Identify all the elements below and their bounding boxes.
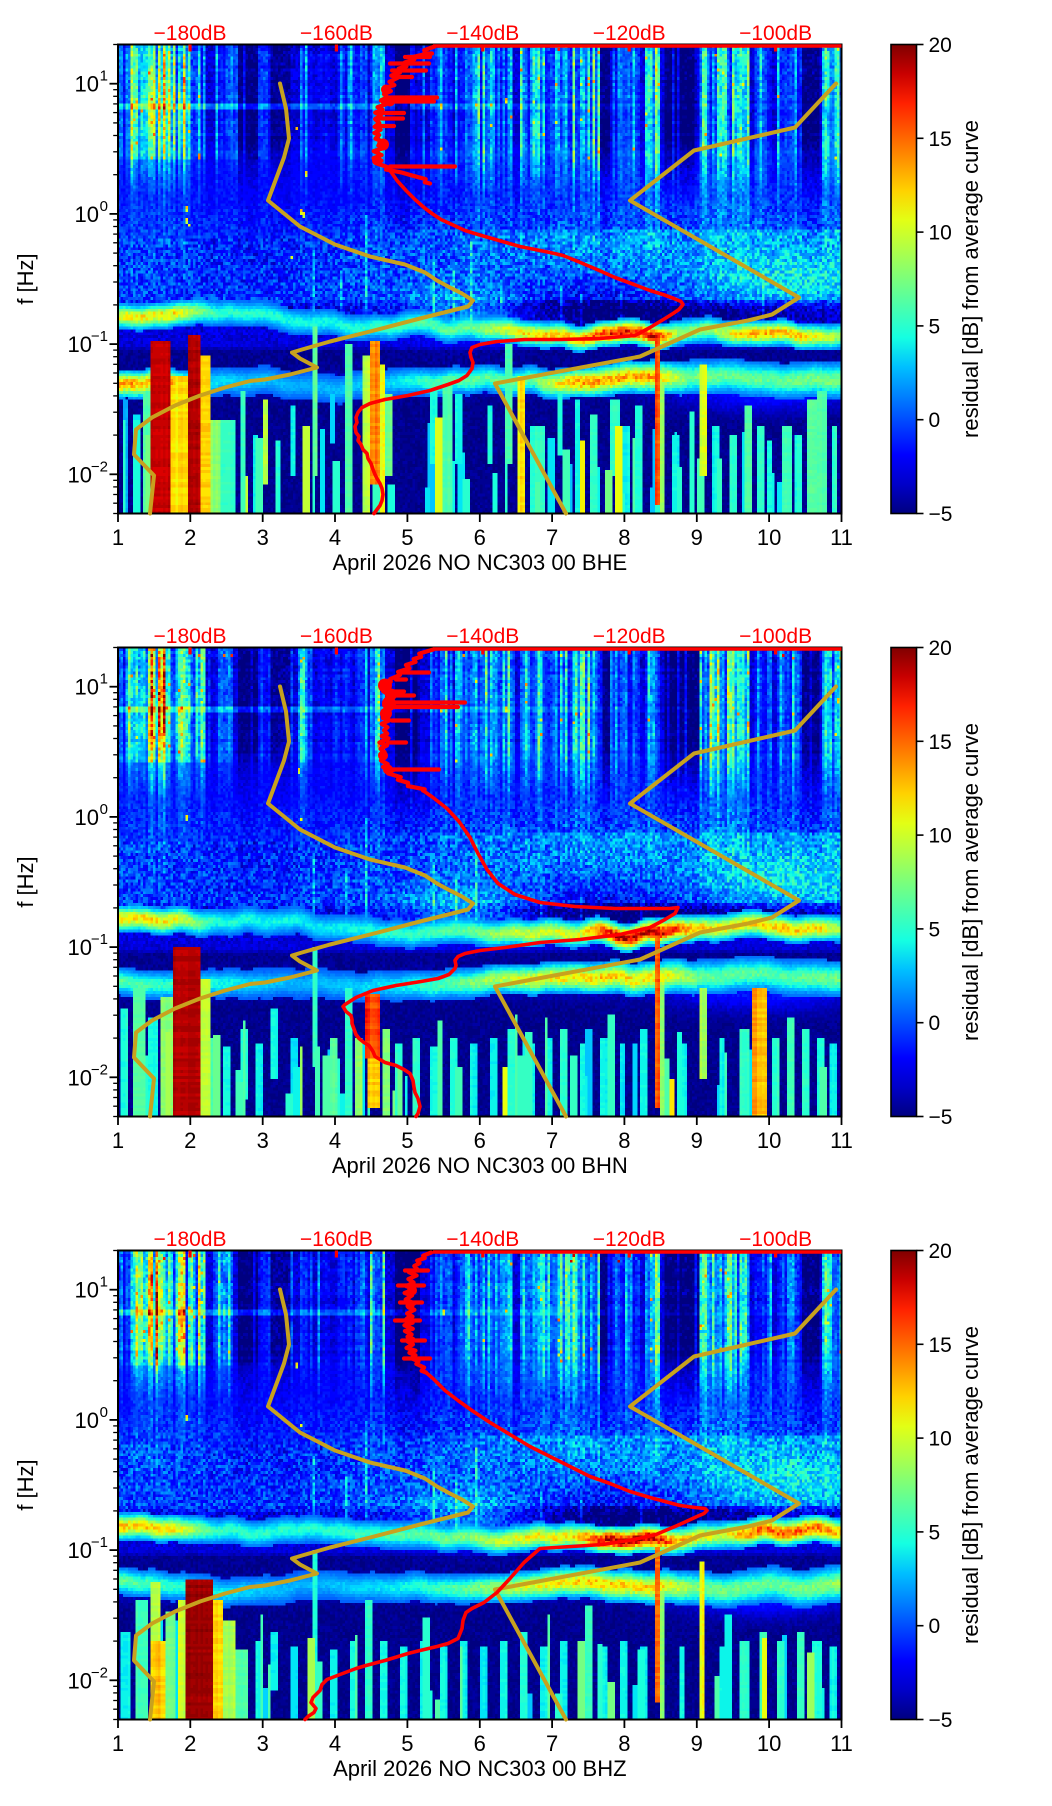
svg-text:residual [dB] from average cur: residual [dB] from average curve [958, 1326, 983, 1644]
svg-text:2: 2 [184, 525, 196, 550]
svg-text:7: 7 [546, 525, 558, 550]
svg-text:5: 5 [401, 525, 413, 550]
svg-text:8: 8 [618, 525, 630, 550]
svg-text:9: 9 [691, 525, 703, 550]
svg-text:20: 20 [929, 34, 952, 57]
svg-text:−140dB: −140dB [446, 22, 519, 45]
svg-text:10: 10 [757, 1128, 781, 1153]
svg-text:−2: −2 [91, 1664, 108, 1681]
svg-text:10: 10 [929, 825, 952, 848]
svg-text:−100dB: −100dB [739, 22, 812, 45]
svg-text:7: 7 [546, 1128, 558, 1153]
svg-text:−120dB: −120dB [593, 22, 666, 45]
svg-text:3: 3 [257, 1731, 269, 1756]
svg-text:6: 6 [474, 1731, 486, 1756]
svg-text:0: 0 [929, 1615, 941, 1638]
svg-text:0: 0 [100, 1404, 108, 1421]
svg-text:10: 10 [68, 1538, 92, 1563]
svg-text:0: 0 [100, 801, 108, 818]
svg-text:−180dB: −180dB [154, 22, 227, 45]
svg-text:20: 20 [929, 637, 952, 660]
svg-text:−100dB: −100dB [739, 625, 812, 648]
svg-text:−180dB: −180dB [154, 625, 227, 648]
svg-text:5: 5 [929, 1521, 941, 1544]
svg-text:15: 15 [929, 1334, 952, 1357]
svg-text:−1: −1 [91, 1534, 108, 1551]
svg-text:10: 10 [68, 935, 92, 960]
svg-text:2: 2 [184, 1128, 196, 1153]
svg-text:−100dB: −100dB [739, 1228, 812, 1251]
svg-text:f [Hz]: f [Hz] [13, 1459, 38, 1510]
svg-text:−5: −5 [929, 1709, 953, 1732]
svg-text:5: 5 [401, 1128, 413, 1153]
svg-text:8: 8 [618, 1731, 630, 1756]
svg-text:0: 0 [929, 409, 941, 432]
svg-text:1: 1 [100, 68, 108, 85]
svg-text:April 2026 NO NC303 00 BHE: April 2026 NO NC303 00 BHE [332, 550, 627, 575]
svg-text:9: 9 [691, 1128, 703, 1153]
svg-text:6: 6 [474, 1128, 486, 1153]
svg-text:15: 15 [929, 731, 952, 754]
svg-text:10: 10 [75, 1278, 99, 1303]
svg-text:15: 15 [929, 128, 952, 151]
svg-text:−2: −2 [91, 1061, 108, 1078]
svg-text:4: 4 [329, 1731, 341, 1756]
svg-text:10: 10 [929, 1428, 952, 1451]
svg-text:f [Hz]: f [Hz] [13, 856, 38, 907]
svg-text:1: 1 [100, 671, 108, 688]
svg-text:3: 3 [257, 525, 269, 550]
svg-text:1: 1 [112, 1128, 124, 1153]
svg-text:f [Hz]: f [Hz] [13, 253, 38, 304]
svg-text:2: 2 [184, 1731, 196, 1756]
svg-text:5: 5 [929, 918, 941, 941]
svg-text:20: 20 [929, 1240, 952, 1263]
svg-text:10: 10 [757, 1731, 781, 1756]
svg-text:−2: −2 [91, 458, 108, 475]
svg-text:7: 7 [546, 1731, 558, 1756]
svg-text:10: 10 [75, 1408, 99, 1433]
svg-text:−160dB: −160dB [300, 22, 373, 45]
svg-text:5: 5 [929, 315, 941, 338]
svg-text:residual [dB] from average cur: residual [dB] from average curve [958, 120, 983, 438]
svg-text:11: 11 [830, 1731, 853, 1756]
svg-text:10: 10 [68, 332, 92, 357]
svg-text:−180dB: −180dB [154, 1228, 227, 1251]
svg-text:−1: −1 [91, 931, 108, 948]
svg-text:−120dB: −120dB [593, 1228, 666, 1251]
svg-text:11: 11 [830, 525, 853, 550]
svg-text:−140dB: −140dB [446, 1228, 519, 1251]
svg-text:9: 9 [691, 1731, 703, 1756]
svg-text:10: 10 [75, 675, 99, 700]
svg-text:−1: −1 [91, 328, 108, 345]
svg-text:−5: −5 [929, 503, 953, 526]
svg-text:8: 8 [618, 1128, 630, 1153]
svg-text:residual [dB] from average cur: residual [dB] from average curve [958, 723, 983, 1041]
svg-text:−140dB: −140dB [446, 625, 519, 648]
svg-text:10: 10 [68, 1065, 92, 1090]
svg-text:10: 10 [929, 222, 952, 245]
svg-text:−160dB: −160dB [300, 625, 373, 648]
svg-text:0: 0 [929, 1012, 941, 1035]
svg-text:11: 11 [830, 1128, 853, 1153]
svg-text:4: 4 [329, 525, 341, 550]
svg-text:6: 6 [474, 525, 486, 550]
svg-text:−5: −5 [929, 1106, 953, 1129]
svg-text:4: 4 [329, 1128, 341, 1153]
svg-text:10: 10 [75, 202, 99, 227]
svg-text:−160dB: −160dB [300, 1228, 373, 1251]
svg-text:5: 5 [401, 1731, 413, 1756]
svg-text:April 2026 NO NC303 00 BHN: April 2026 NO NC303 00 BHN [332, 1153, 628, 1178]
svg-text:10: 10 [75, 805, 99, 830]
svg-text:3: 3 [257, 1128, 269, 1153]
svg-text:10: 10 [757, 525, 781, 550]
svg-text:10: 10 [75, 72, 99, 97]
svg-text:1: 1 [100, 1274, 108, 1291]
svg-text:0: 0 [100, 198, 108, 215]
svg-text:1: 1 [112, 525, 124, 550]
svg-text:−120dB: −120dB [593, 625, 666, 648]
svg-text:1: 1 [112, 1731, 124, 1756]
svg-text:10: 10 [68, 462, 92, 487]
svg-text:April 2026 NO NC303 00 BHZ: April 2026 NO NC303 00 BHZ [333, 1756, 626, 1781]
svg-text:10: 10 [68, 1668, 92, 1693]
